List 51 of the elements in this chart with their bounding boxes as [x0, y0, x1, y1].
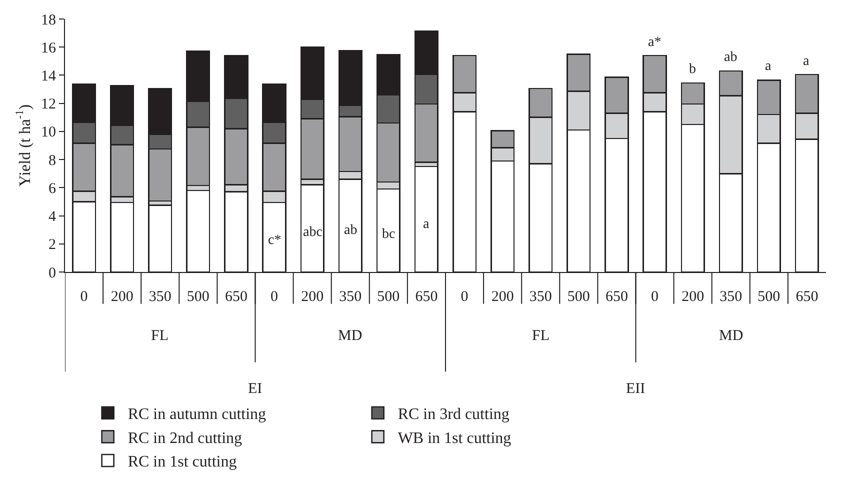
text: MD	[338, 328, 362, 344]
text: FL	[151, 328, 169, 344]
x-tick-label: 0	[460, 289, 468, 305]
x-tick-label: 500	[186, 289, 210, 305]
y-tick-label: 14	[41, 68, 56, 84]
data-label: a*	[648, 35, 662, 50]
x-tick-label: 200	[110, 289, 134, 305]
x-tick-label: 650	[796, 289, 818, 305]
data-label: ab	[724, 50, 738, 65]
legend-label: RC in 1st cutting	[128, 454, 237, 471]
data-label: abc	[303, 225, 322, 240]
x-tick-label: 500	[377, 289, 400, 305]
legend-label: WB in 1st cutting	[398, 430, 512, 447]
x-tick-label: 650	[224, 289, 248, 305]
data-label: b	[689, 62, 696, 77]
text: EII	[626, 381, 646, 397]
x-tick-label: 200	[301, 289, 324, 305]
legend-label: RC in 2nd cutting	[128, 430, 242, 447]
y-tick-label: 8	[48, 152, 56, 169]
y-tick-label: 16	[41, 40, 56, 56]
legend-label: RC in 3rd cutting	[398, 406, 510, 424]
data-label: a	[765, 59, 772, 74]
text: EI	[248, 381, 262, 397]
x-tick-label: 200	[682, 289, 704, 305]
x-tick-label: 650	[605, 289, 628, 305]
data-label: a	[803, 54, 810, 69]
x-tick-label: 350	[148, 289, 172, 305]
y-tick-label: 12	[41, 96, 56, 113]
legend-label: RC in autumn cutting	[128, 406, 266, 424]
x-tick-label: 350	[720, 289, 742, 305]
y-tick-label: 0	[48, 265, 56, 282]
y-tick-label: 10	[41, 124, 56, 141]
data-label: ab	[344, 223, 358, 238]
y-tick-label: 18	[41, 12, 56, 28]
y-tick-label: 4	[48, 209, 56, 226]
data-label: bc	[382, 227, 396, 242]
x-tick-label: 500	[567, 289, 590, 305]
y-tick-label: 2	[48, 237, 56, 254]
text: MD	[719, 328, 744, 344]
text: FL	[532, 328, 550, 344]
x-tick-label: 350	[339, 289, 362, 305]
data-label: a	[423, 217, 430, 232]
x-tick-label: 500	[758, 289, 780, 305]
data-label: c*	[268, 233, 282, 248]
x-tick-label: 650	[415, 289, 438, 305]
x-tick-label: 0	[651, 289, 659, 305]
x-tick-label: 350	[529, 289, 552, 305]
y-tick-label: 6	[48, 180, 56, 197]
x-tick-label: 200	[491, 289, 514, 305]
x-tick-label: 0	[80, 289, 88, 305]
x-tick-label: 0	[270, 289, 278, 305]
